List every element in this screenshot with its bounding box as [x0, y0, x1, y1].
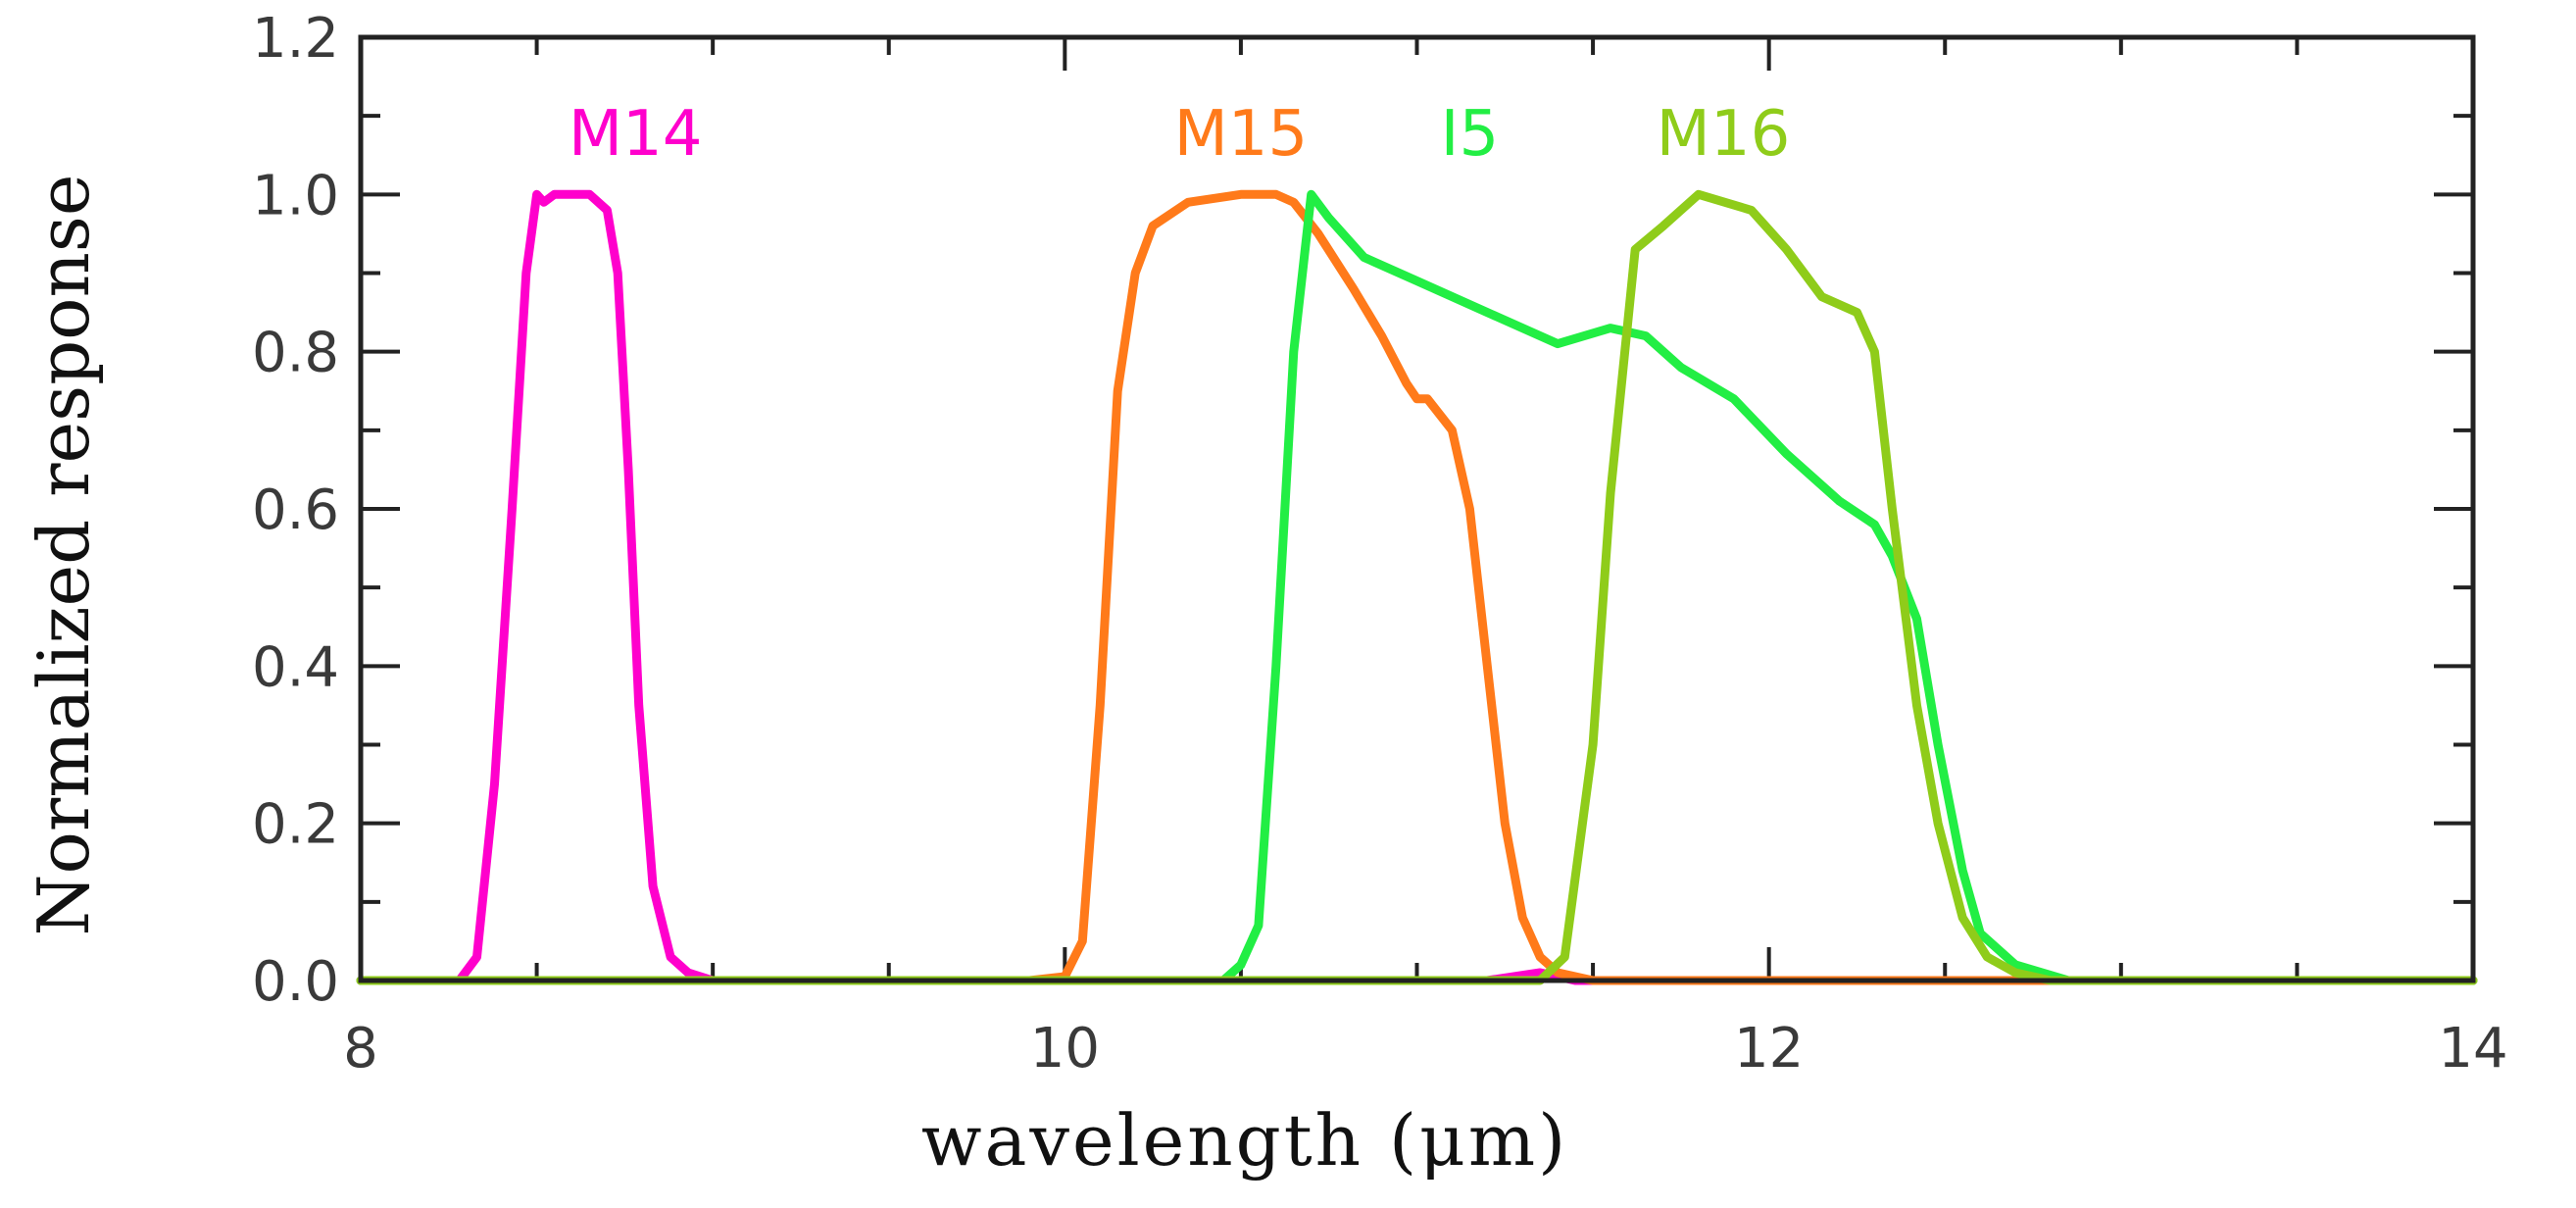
x-axis-label: wavelength (μm)	[921, 1099, 1568, 1182]
y-tick-label: 0.8	[252, 322, 339, 385]
y-tick-label: 0.4	[252, 635, 339, 699]
y-tick-label: 1.2	[252, 7, 339, 71]
series-line-m16	[356, 189, 2478, 985]
axis-tick-labels: 8 10 12 14 0.0 0.2 0.4 0.6 0.8 1.0 1.2	[252, 7, 2508, 1081]
x-tick-label: 12	[1734, 1017, 1804, 1081]
series-label-m16: M16	[1657, 98, 1791, 171]
series-label-m14: M14	[569, 98, 703, 171]
series-labels: M14 M15 I5 M16	[569, 98, 1790, 171]
y-tick-label: 0.2	[252, 793, 339, 857]
y-tick-label: 1.0	[252, 164, 339, 227]
plot-frame	[358, 34, 2476, 983]
series-label-i5: I5	[1441, 98, 1500, 171]
series-line-i5	[356, 189, 2478, 985]
x-tick-label: 8	[343, 1017, 378, 1081]
x-tick-label: 14	[2438, 1017, 2507, 1081]
y-tick-label: 0.0	[252, 950, 339, 1014]
y-axis-label: Normalized response	[23, 175, 105, 936]
y-tick-label: 0.6	[252, 478, 339, 542]
series-label-m15: M15	[1174, 98, 1309, 171]
x-tick-label: 10	[1030, 1017, 1100, 1081]
series-line-m15	[356, 189, 2478, 985]
